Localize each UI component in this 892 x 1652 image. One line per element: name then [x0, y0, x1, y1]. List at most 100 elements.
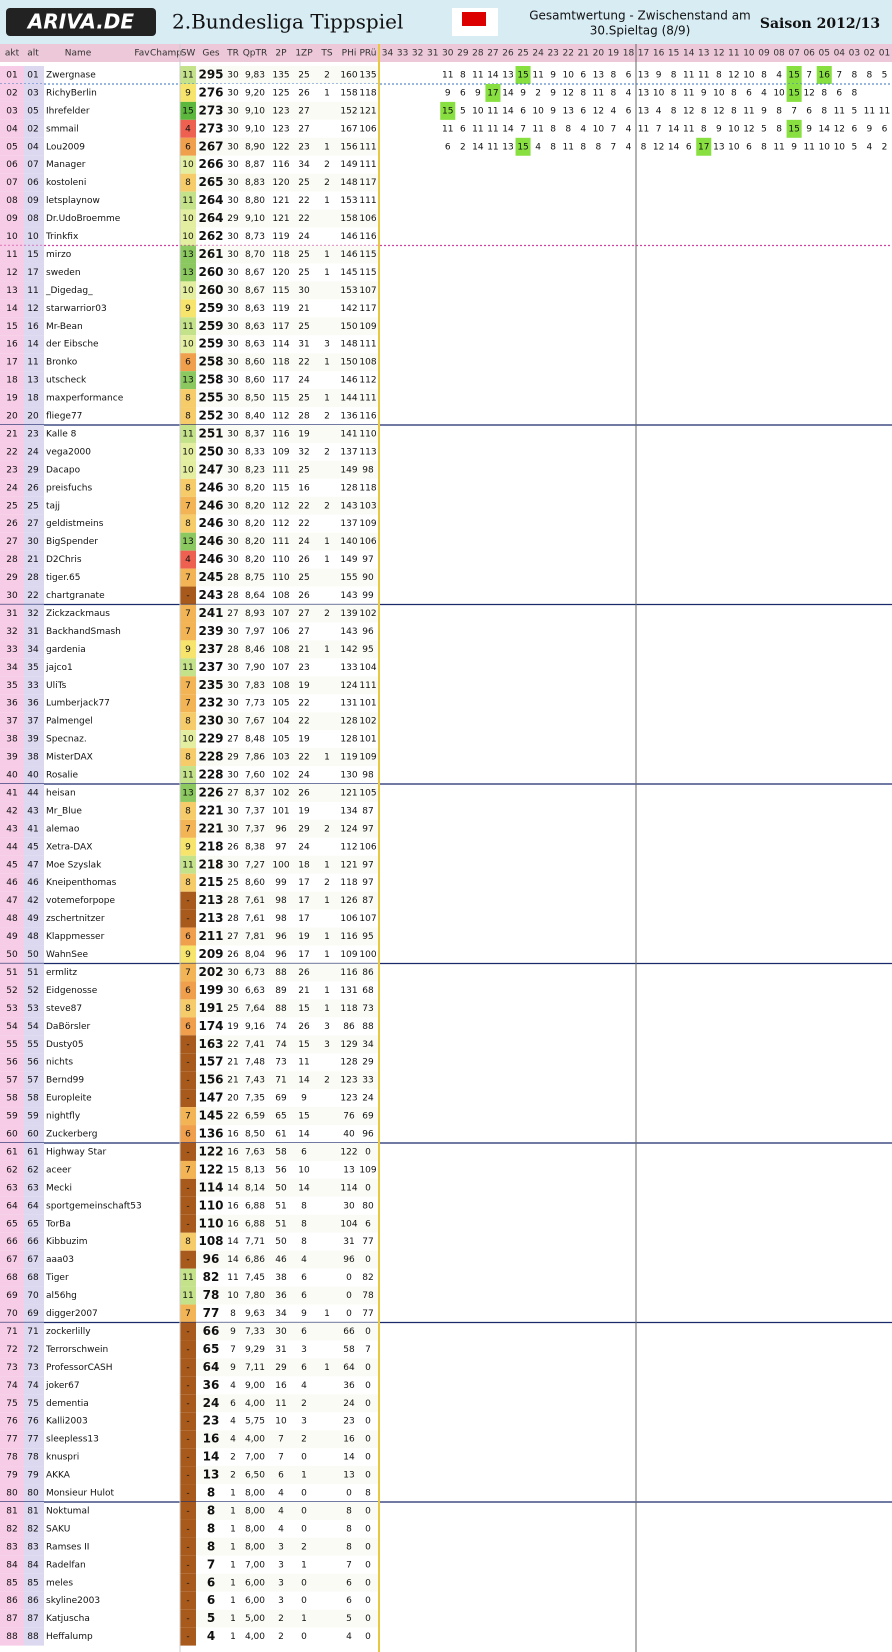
- stat: 0: [365, 1453, 371, 1463]
- rank-cell: [0, 101, 24, 120]
- stats-cell: [196, 1250, 380, 1269]
- rank: 68: [27, 1273, 39, 1283]
- stat: 7: [185, 681, 191, 691]
- column-header: TR: [226, 49, 239, 59]
- prev-rank-cell: [24, 263, 44, 282]
- stat: 8,50: [245, 1130, 265, 1140]
- stat: 11: [182, 1273, 193, 1283]
- stat: 7: [185, 609, 191, 619]
- rank: 76: [6, 1417, 18, 1427]
- stats-cell: [196, 66, 380, 84]
- stat: 8,33: [245, 447, 265, 457]
- player-name: Zwergnase: [46, 70, 96, 80]
- rank: 35: [6, 681, 17, 691]
- rank: 57: [27, 1076, 38, 1086]
- stat: 3: [278, 1542, 284, 1552]
- rank: 80: [6, 1489, 18, 1499]
- player-name: joker67: [45, 1381, 80, 1391]
- total-points: 77: [203, 1306, 220, 1320]
- prev-rank-cell: [24, 784, 44, 802]
- stat: -: [186, 1058, 189, 1068]
- rank: 70: [27, 1291, 39, 1301]
- rank: 35: [27, 663, 38, 673]
- prev-rank-cell: [24, 371, 44, 390]
- matchday-score: 9: [701, 88, 707, 98]
- matchday-score: 11: [638, 124, 649, 134]
- stat: 4: [185, 555, 191, 565]
- stat: 6,88: [245, 1201, 265, 1211]
- stat: 9: [230, 1327, 236, 1337]
- stat: 25: [227, 1004, 238, 1014]
- sw-cell: [180, 604, 196, 623]
- stat: 50: [275, 1237, 287, 1247]
- stat: 6: [301, 1147, 307, 1157]
- stat: 105: [359, 788, 376, 798]
- matchday-score: 11: [593, 88, 604, 98]
- logo: ARIVA.DE: [26, 10, 134, 34]
- total-points: 110: [198, 1216, 223, 1230]
- stat: 23: [343, 1417, 354, 1427]
- player-name: maxperformance: [46, 394, 124, 404]
- matchday-score: 8: [595, 142, 601, 152]
- stat: 8,60: [245, 358, 265, 368]
- stat: 8,60: [245, 376, 265, 386]
- rank-cell: [0, 173, 24, 192]
- stat: -: [186, 1417, 189, 1427]
- stat: 1: [324, 950, 330, 960]
- total-points: 246: [198, 552, 223, 566]
- prev-rank-cell: [24, 1214, 44, 1233]
- stat: 4: [185, 124, 191, 134]
- matchday-header: 02: [864, 49, 875, 59]
- sw-cell: [180, 1089, 196, 1108]
- matchday-score: 14: [819, 124, 831, 134]
- stat: 27: [227, 788, 238, 798]
- rank-cell: [0, 1214, 24, 1233]
- stat: 5,00: [245, 1614, 265, 1624]
- league-logo-mark: [462, 12, 486, 26]
- highlight: [515, 137, 531, 156]
- stat: 8,13: [245, 1165, 265, 1175]
- stat: 0: [365, 1399, 371, 1409]
- stat: 18: [298, 860, 310, 870]
- stat: 10: [182, 232, 194, 242]
- highlight: [485, 83, 501, 102]
- stat: 13: [182, 788, 193, 798]
- stat: 7,97: [245, 627, 265, 637]
- matchday-score: 10: [653, 88, 665, 98]
- stats-cell: [196, 694, 380, 713]
- stat: 8: [301, 1237, 307, 1247]
- stats-cell: [196, 173, 380, 192]
- stat: 8: [346, 1524, 352, 1534]
- stat: 116: [359, 232, 376, 242]
- stat: 8,63: [245, 322, 265, 332]
- matchday-score: 14: [502, 106, 514, 116]
- stat: 123: [272, 106, 289, 116]
- matchday-score: 14: [502, 124, 514, 134]
- stat: 7,11: [245, 1363, 265, 1373]
- rank: 67: [6, 1255, 17, 1265]
- stat: 8,63: [245, 340, 265, 350]
- prev-rank-cell: [24, 1412, 44, 1431]
- stat: 1: [324, 394, 330, 404]
- player-name: Lou2009: [46, 142, 85, 152]
- prev-rank-cell: [24, 891, 44, 910]
- player-name: BigSpender: [46, 537, 98, 547]
- matchday-score: 8: [776, 124, 782, 134]
- stat: 1: [230, 1596, 236, 1606]
- stat: 119: [272, 232, 289, 242]
- stat: 104: [272, 717, 289, 727]
- rank: 34: [6, 663, 18, 673]
- stat: 30: [227, 304, 239, 314]
- rank-cell: [0, 460, 24, 479]
- rank: 30: [27, 537, 39, 547]
- total-points: 245: [198, 570, 223, 584]
- matchday-score: 11: [442, 70, 453, 80]
- stat: 2: [324, 501, 330, 511]
- total-points: 251: [198, 426, 223, 440]
- stat: 2: [324, 609, 330, 619]
- matchday-score: 11: [532, 124, 543, 134]
- stat: 9: [185, 842, 191, 852]
- rank: 12: [27, 304, 38, 314]
- stat: 111: [359, 142, 376, 152]
- stat: -: [186, 1596, 189, 1606]
